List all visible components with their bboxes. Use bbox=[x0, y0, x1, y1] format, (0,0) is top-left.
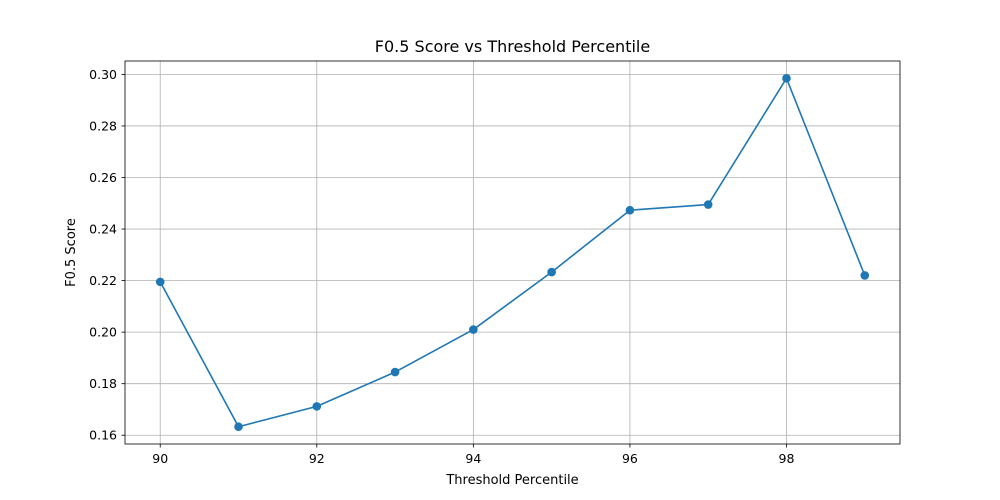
y-axis-label: F0.5 Score bbox=[64, 218, 79, 287]
x-axis-label: Threshold Percentile bbox=[445, 473, 578, 488]
y-tick-label: 0.20 bbox=[89, 325, 117, 340]
data-point bbox=[312, 402, 322, 411]
series-layer bbox=[155, 73, 870, 432]
tick-layer: 90 92 94 96 98 0.16 0.18 0.20 0.22 0.24 0.26 0.28 0.… bbox=[89, 67, 794, 466]
data-point bbox=[155, 277, 165, 287]
x-tick-label: 94 bbox=[465, 451, 481, 466]
y-tick-label: 0.28 bbox=[89, 118, 117, 133]
series-line bbox=[159, 77, 866, 428]
grid-lines bbox=[125, 61, 900, 444]
x-tick-label: 96 bbox=[622, 451, 638, 466]
data-point bbox=[547, 267, 556, 277]
data-point bbox=[625, 205, 635, 215]
data-point bbox=[860, 271, 870, 280]
y-tick-label: 0.30 bbox=[89, 67, 117, 82]
y-tick-label: 0.22 bbox=[89, 273, 117, 288]
data-point bbox=[782, 73, 791, 83]
y-tick-label: 0.18 bbox=[89, 376, 117, 391]
x-tick-label: 92 bbox=[309, 451, 325, 466]
y-tick-label: 0.16 bbox=[89, 428, 117, 443]
data-point bbox=[469, 325, 478, 334]
y-tick-label: 0.24 bbox=[89, 222, 117, 237]
data-point bbox=[234, 422, 243, 432]
y-tick-label: 0.26 bbox=[89, 170, 117, 185]
x-tick-label: 98 bbox=[779, 451, 795, 466]
chart-title: F0.5 Score vs Threshold Percentile bbox=[375, 37, 650, 56]
x-tick-label: 90 bbox=[152, 451, 168, 466]
data-point bbox=[703, 200, 713, 209]
plot-area-frame bbox=[124, 60, 901, 445]
data-point bbox=[390, 367, 400, 377]
